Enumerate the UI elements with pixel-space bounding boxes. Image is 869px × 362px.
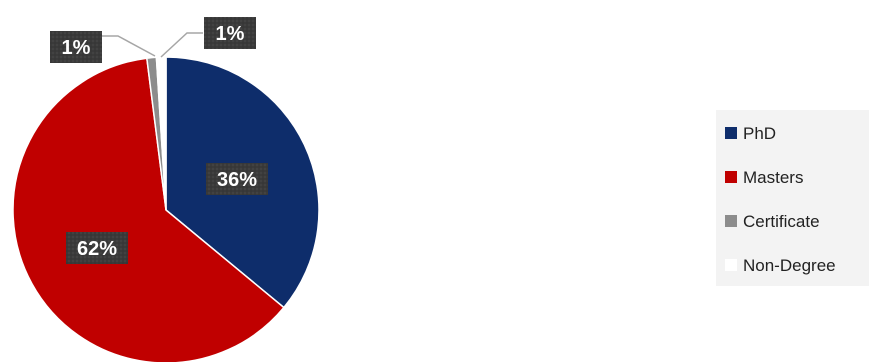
data-label-text: 36% — [217, 169, 257, 191]
legend-swatch — [725, 215, 737, 227]
legend-label: Certificate — [743, 212, 820, 231]
leader-line-certificate — [102, 35, 156, 57]
data-label-text: 1% — [216, 23, 245, 45]
data-label-box — [206, 163, 268, 195]
legend-item-masters: Masters — [725, 168, 803, 187]
data-label-phd: 36% — [206, 163, 268, 195]
data-label-box — [50, 31, 102, 63]
legend-swatch — [725, 127, 737, 139]
legend-label: PhD — [743, 124, 776, 143]
data-label-non-degree: 1% — [204, 17, 256, 49]
legend-background — [716, 110, 869, 286]
legend: PhD Masters Certificate Non-Degree — [716, 110, 869, 286]
legend-label: Masters — [743, 168, 803, 187]
data-label-certificate: 1% — [50, 31, 102, 63]
legend-label: Non-Degree — [743, 256, 836, 275]
data-labels: 36% 62% 1% 1% — [50, 17, 268, 264]
legend-swatch — [725, 171, 737, 183]
leader-lines — [102, 32, 203, 58]
data-label-text: 1% — [62, 37, 91, 59]
data-label-box — [66, 232, 128, 264]
leader-line-non-degree — [160, 32, 203, 58]
data-label-text: 62% — [77, 238, 117, 260]
pie-slices — [12, 56, 320, 362]
pie-slice-masters — [12, 57, 285, 362]
legend-item-certificate: Certificate — [725, 212, 820, 231]
legend-item-non-degree: Non-Degree — [725, 256, 836, 275]
legend-item-phd: PhD — [725, 124, 776, 143]
data-label-masters: 62% — [66, 232, 128, 264]
legend-swatch — [725, 259, 737, 271]
data-label-box — [204, 17, 256, 49]
